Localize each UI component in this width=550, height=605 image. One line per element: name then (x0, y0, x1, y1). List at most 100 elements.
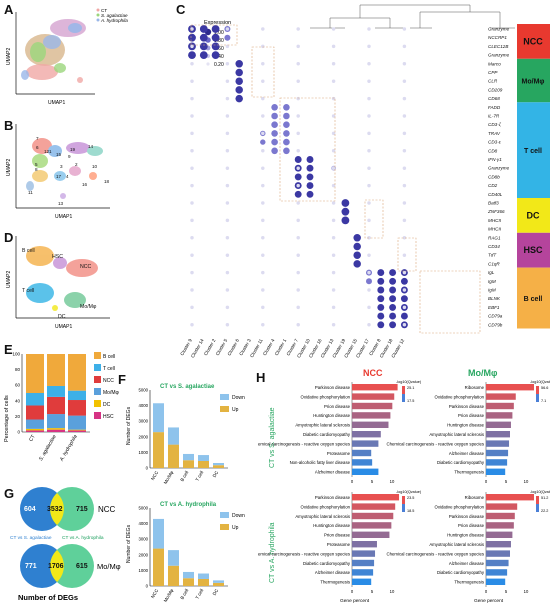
svg-text:NCC: NCC (98, 505, 116, 514)
f-bar-up (198, 578, 209, 586)
dot-mark (402, 96, 407, 101)
gene-label: NCCRP1 (488, 35, 507, 40)
dot-mark (190, 305, 194, 310)
dot-mark (389, 303, 397, 311)
cluster-labels-b: 7 6 12 1 15 19 14 5 8 3 2 17 4 11 16 18 … (28, 136, 110, 206)
h-bar (486, 431, 510, 438)
dot-mark (367, 96, 371, 101)
dot-mark (389, 269, 397, 277)
h-term-label: Thermogenesis (320, 580, 350, 585)
dot-mark (402, 253, 407, 257)
dot-mark (188, 51, 196, 59)
h-bar (486, 559, 509, 567)
h-term-label: Huntington disease (447, 423, 484, 428)
dot-mark (367, 305, 371, 310)
panel-g-venn: 604 3532 715 NCC CT vs S. agalactiae CT … (10, 487, 121, 602)
f-legend-down (220, 512, 229, 518)
f-legend-up (220, 406, 229, 412)
gene-label: CD79b (488, 322, 503, 327)
gene-label: CD40L (488, 192, 503, 197)
dot-mark (400, 277, 408, 285)
f-bar-down (153, 403, 164, 433)
h-term-label: Amyotrophic lateral sclerosis (429, 432, 484, 437)
dot-mark (271, 112, 278, 120)
h-bar (352, 459, 373, 466)
dot-mark (402, 114, 407, 118)
f-bar-down (168, 550, 179, 566)
dot-mark (261, 253, 265, 257)
h-tick-label: 0 (485, 479, 488, 484)
panel-d-ylabel: UMAP2 (6, 271, 12, 288)
svg-text:1: 1 (49, 149, 52, 154)
f-tick-label: 4000 (138, 521, 148, 526)
h-tick-label: 10 (524, 479, 529, 484)
dot-mark (377, 295, 385, 303)
dot-mark (367, 323, 371, 327)
h-bar (352, 578, 372, 585)
dot-mark (261, 305, 265, 310)
h-legend-grad-bottom (402, 394, 405, 402)
h-term-label: Chemical carcinogenesis - reactive oxyge… (387, 551, 484, 556)
dot-mark (261, 44, 265, 49)
gene-label: C1qR (488, 261, 500, 266)
dot-mark (331, 288, 336, 292)
dot-mark (190, 149, 194, 153)
dot-mark (331, 270, 336, 275)
h-legend-min: 17.5 (407, 399, 414, 403)
f-bar-up (168, 565, 179, 586)
h-term-label: Alzheimer disease (449, 451, 485, 456)
h-term-label: Proteasome (327, 542, 351, 547)
h-legend-grad-bottom (536, 394, 539, 402)
dot-mark (199, 25, 208, 33)
svg-text:1706: 1706 (48, 563, 64, 570)
f-tick-label: 2000 (138, 434, 148, 439)
dot-mark (377, 286, 385, 294)
dot-mark (225, 149, 230, 153)
f-ylabel: Number of DEGs (126, 406, 132, 445)
gene-label: IFN-γ1 (488, 157, 502, 162)
panel-letter-d: D (4, 230, 14, 245)
h-bar (486, 459, 508, 466)
dot-mark (190, 44, 194, 49)
e-bar-segment (68, 429, 86, 431)
svg-text:3532: 3532 (47, 506, 63, 513)
e-legend-label: Mo/Mφ (103, 390, 120, 396)
h-tick-label: 10 (390, 479, 395, 484)
dot-mark (331, 236, 336, 240)
f-bar-up (213, 465, 224, 468)
dot-grid (188, 25, 408, 329)
gene-label: FADD (488, 105, 501, 110)
f-bar-down (168, 427, 179, 445)
dot-mark (235, 68, 243, 77)
dot-mark (261, 201, 265, 205)
h-bar (352, 531, 390, 538)
dot-mark (261, 236, 265, 240)
dot-mark (261, 96, 265, 101)
dot-mark (283, 104, 290, 111)
panel-letter-g: G (4, 486, 15, 501)
dot-mark (225, 27, 230, 31)
gene-label: BLNK (488, 296, 501, 301)
cell-group-label: B cell (524, 296, 543, 303)
dot-mark (353, 234, 361, 242)
h-bar (352, 559, 375, 567)
f-bar-up (198, 460, 209, 468)
gene-label: Granzyme (488, 53, 510, 58)
panel-letter-c: C (176, 2, 186, 17)
expression-legend-tick: 0.80 (214, 38, 224, 44)
h-term-label: Ribosome (465, 385, 485, 390)
expression-legend-dot (206, 62, 210, 66)
dot-mark (402, 44, 407, 49)
dashed-highlight-boxes (190, 24, 481, 334)
svg-text:17: 17 (56, 174, 62, 179)
gene-label: TdT (488, 253, 497, 258)
dendrogram (310, 4, 515, 29)
dot-mark (261, 218, 265, 223)
h-term-label: Prion disease (458, 523, 485, 528)
h-term-label: Parkinson disease (449, 404, 485, 409)
dot-mark (190, 183, 194, 188)
dot-mark (367, 62, 371, 66)
dot-mark (377, 312, 385, 320)
dot-mark (331, 44, 336, 49)
